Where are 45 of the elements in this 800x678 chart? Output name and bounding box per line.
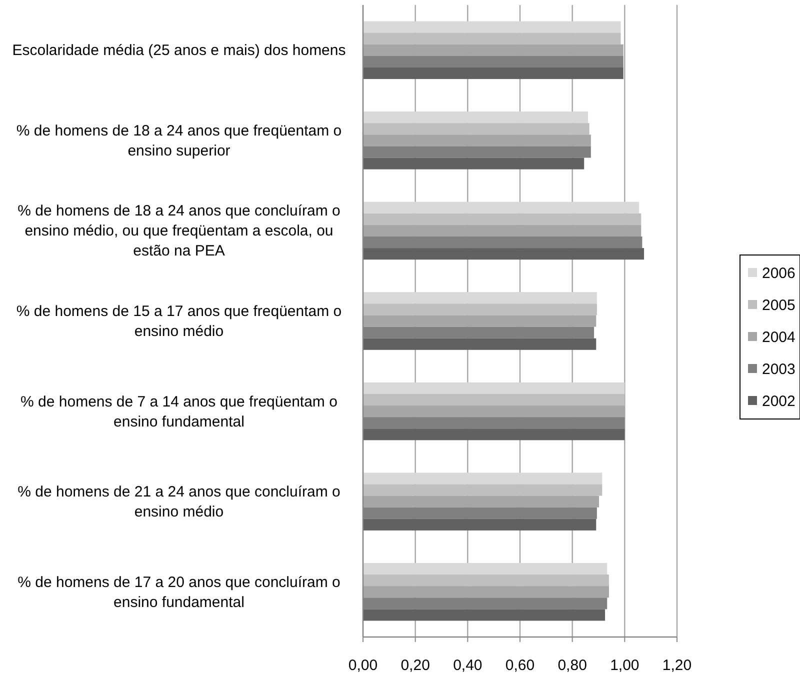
legend-label: 2006 [762, 265, 796, 282]
bar [363, 428, 625, 440]
x-tick-label: 0,80 [558, 657, 587, 674]
legend-label: 2004 [762, 329, 796, 346]
x-tick-label: 0,40 [453, 657, 482, 674]
bar [363, 394, 625, 406]
y-tick-label: % de homens de 18 a 24 anos que freqüentam o ensino superior [16, 122, 342, 160]
bar [363, 518, 596, 530]
bar [363, 134, 591, 146]
bar [363, 586, 609, 598]
y-tick-label: % de homens de 17 a 20 anos que concluíram o ensino fundamental [18, 574, 340, 611]
bar [363, 112, 588, 124]
bar [363, 292, 597, 304]
x-tick-label: 1,20 [662, 657, 692, 674]
legend-label: 2003 [762, 361, 796, 378]
x-tick-label: 0,20 [400, 657, 430, 674]
y-tick-label: % de homens de 21 a 24 anos que concluíram o ensino médio [18, 484, 340, 521]
bar [363, 32, 621, 44]
y-tick-label: % de homens de 7 a 14 anos que freqüentam o ensino fundamental [20, 393, 338, 430]
legend-label: 2002 [762, 393, 796, 410]
bar [363, 158, 584, 170]
y-tick-label: % de homens de 18 a 24 anos que concluíram o ensino médio, ou que freqüentam a escola, ou estão na PEA [18, 202, 340, 260]
bar [363, 304, 597, 316]
y-tick-label: Escolaridade média (25 anos e mais) dos homens [12, 42, 346, 60]
bar [363, 67, 624, 80]
bar [363, 123, 590, 135]
bar [363, 21, 621, 33]
legend-label: 2005 [762, 297, 796, 314]
x-tick-label: 0,60 [505, 657, 535, 674]
bar [363, 472, 602, 484]
x-tick-label: 1,00 [610, 657, 640, 674]
bar [363, 202, 640, 214]
bar [363, 315, 596, 327]
bar [363, 248, 644, 260]
y-tick-label: % de homens de 15 a 17 anos que freqüentam o ensino médio [16, 303, 342, 340]
bar [363, 338, 596, 350]
bar [363, 562, 608, 575]
bar [363, 382, 625, 394]
bar [363, 213, 642, 225]
bar [363, 574, 609, 586]
bar [363, 224, 642, 236]
bar [363, 609, 606, 621]
x-tick-label: 0,00 [348, 657, 378, 674]
bar [363, 496, 600, 508]
bar [363, 484, 602, 496]
